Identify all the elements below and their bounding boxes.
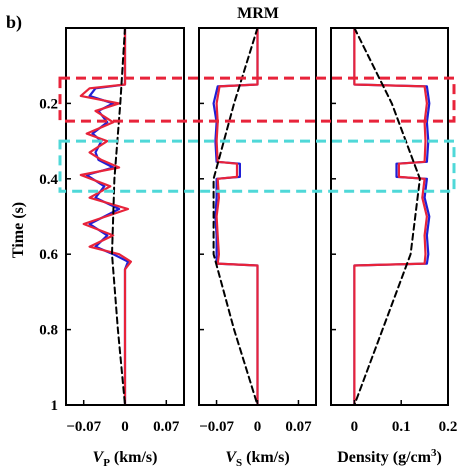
x-tick-label: 0.2 xyxy=(439,419,458,435)
y-tick-label: 0.2 xyxy=(39,96,58,112)
x-tick-label: −0.07 xyxy=(199,419,234,435)
y-tick-label: 0.8 xyxy=(39,323,58,339)
y-tick-labels: 0.2 0.4 0.6 0.8 1 xyxy=(39,96,58,414)
series-line-red xyxy=(79,28,132,405)
y-tick-label: 1 xyxy=(51,398,59,414)
x-axis-label-vs: VS (km/s) xyxy=(225,449,289,469)
series-line-black xyxy=(212,28,259,405)
series-group xyxy=(212,28,259,405)
chart-title: MRM xyxy=(237,5,279,22)
x-tick-label: 0.07 xyxy=(285,419,312,435)
y-tick-label: 0.6 xyxy=(39,247,58,263)
series-group xyxy=(79,28,132,405)
panel-density: 0 0.1 0.2 Density (g/cm3) xyxy=(330,27,458,466)
y-axis-label: Time (s) xyxy=(10,202,27,258)
x-tick-label: 0.07 xyxy=(153,419,180,435)
series-line-black xyxy=(111,28,126,405)
panel-vs: −0.07 0 0.07 VS (km/s) xyxy=(198,27,317,469)
series-line-red xyxy=(353,28,428,405)
x-tick-label: 0 xyxy=(254,419,262,435)
x-axis-label-density: Density (g/cm3) xyxy=(337,447,442,466)
series-line-blue xyxy=(85,28,130,405)
x-tick-label: 0 xyxy=(121,419,129,435)
panel-label: b) xyxy=(6,12,22,33)
panel-vp: −0.07 0 0.07 VP (km/s) xyxy=(65,27,185,469)
x-axis-label-vp: VP (km/s) xyxy=(93,449,158,469)
series-line-black xyxy=(353,28,421,405)
highlight-box-2 xyxy=(58,139,456,193)
series-line-red xyxy=(215,28,259,405)
panel-frame xyxy=(330,27,449,406)
series-line-blue xyxy=(353,28,431,405)
series-line-blue xyxy=(212,28,259,405)
series-group xyxy=(353,28,431,405)
x-tick-label: 0 xyxy=(351,419,359,435)
y-tick-label: 0.4 xyxy=(39,172,58,188)
highlight-boxes xyxy=(58,76,456,193)
x-tick-label: 0.1 xyxy=(392,419,411,435)
highlight-box-1 xyxy=(58,76,456,123)
x-tick-label: −0.07 xyxy=(66,419,101,435)
